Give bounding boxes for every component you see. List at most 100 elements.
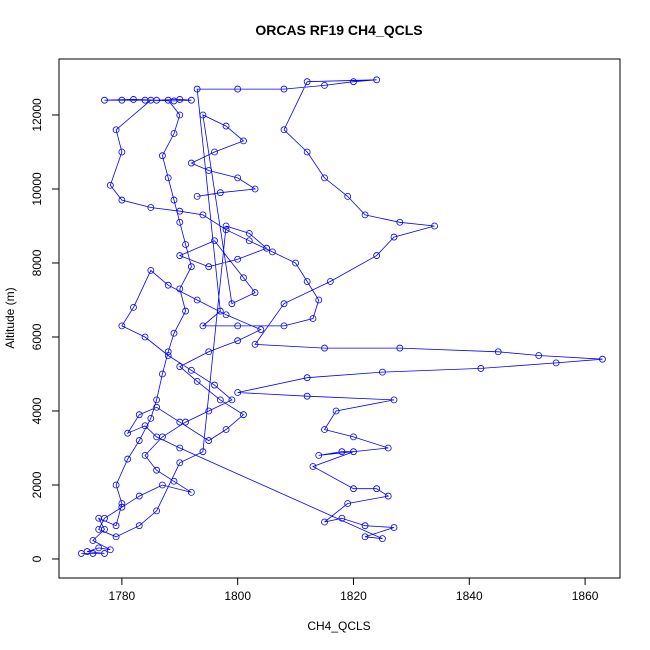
data-point — [83, 548, 91, 555]
data-point — [431, 222, 438, 230]
data-point — [350, 433, 357, 441]
data-point — [199, 448, 207, 456]
data-point — [390, 233, 398, 241]
data-point — [396, 344, 404, 352]
data-point — [240, 274, 247, 282]
data-point — [112, 522, 120, 530]
data-point — [350, 485, 357, 493]
y-tick-label: 0 — [30, 555, 44, 562]
data-point — [234, 85, 242, 93]
data-point — [124, 429, 132, 437]
data-point — [187, 96, 195, 104]
y-tick-label: 2000 — [30, 471, 44, 498]
data-point — [338, 448, 346, 456]
data-point — [164, 348, 172, 356]
data-point — [182, 241, 189, 248]
data-point — [245, 237, 253, 245]
data-point — [176, 444, 184, 452]
data-point — [187, 263, 195, 271]
data-point — [118, 96, 126, 104]
data-point — [101, 96, 108, 104]
data-point — [303, 148, 311, 156]
data-point — [106, 546, 114, 554]
data-point — [141, 451, 149, 459]
data-point — [153, 403, 161, 411]
data-point — [182, 418, 189, 426]
y-axis-label: Altitude (m) — [3, 287, 17, 348]
data-point — [344, 192, 352, 200]
data-point — [321, 81, 328, 89]
data-point — [182, 307, 189, 315]
data-point — [361, 522, 369, 530]
data-point — [170, 329, 178, 337]
data-point — [269, 248, 276, 256]
data-point — [234, 337, 242, 345]
data-point — [373, 76, 381, 84]
data-point — [309, 315, 317, 322]
data-point — [379, 535, 386, 543]
data-point — [118, 322, 126, 330]
data-point — [170, 97, 178, 105]
data-point — [373, 252, 381, 259]
data-point — [280, 300, 288, 308]
data-point — [187, 366, 195, 374]
data-point — [199, 111, 207, 119]
data-point — [234, 174, 242, 182]
data-point — [384, 444, 392, 452]
data-point — [101, 514, 108, 522]
data-point — [338, 514, 346, 522]
data-point — [292, 259, 299, 267]
data-point — [257, 326, 265, 333]
data-point — [222, 222, 230, 230]
data-point — [141, 422, 149, 430]
data-point — [118, 500, 126, 507]
data-point — [147, 266, 155, 274]
data-point — [211, 237, 218, 245]
data-point — [193, 85, 201, 93]
data-point — [176, 252, 184, 259]
data-point — [396, 218, 404, 226]
data-point — [193, 377, 201, 385]
x-axis-label: CH4_QCLS — [307, 619, 370, 633]
data-point — [280, 85, 288, 93]
data-point — [205, 167, 213, 174]
data-point — [205, 348, 213, 356]
data-point — [222, 426, 230, 433]
data-point — [135, 522, 143, 530]
data-point — [552, 359, 560, 367]
data-point — [315, 451, 323, 459]
y-tick-label: 8000 — [30, 249, 44, 276]
data-point — [205, 407, 213, 415]
data-point — [280, 322, 288, 330]
data-point — [153, 396, 161, 404]
data-point — [187, 488, 195, 496]
x-tick-label: 1780 — [109, 589, 136, 603]
plot-frame — [58, 58, 621, 579]
data-point — [361, 533, 369, 541]
data-point — [211, 381, 218, 389]
data-point — [332, 407, 340, 415]
data-point — [176, 207, 184, 215]
data-point — [118, 503, 126, 511]
data-point — [112, 533, 120, 541]
data-point — [211, 148, 218, 156]
data-point — [228, 396, 236, 404]
data-point — [106, 181, 114, 189]
data-point — [390, 396, 398, 404]
data-point — [164, 174, 172, 182]
data-point — [159, 481, 166, 489]
data-point — [373, 485, 381, 493]
data-point — [95, 544, 103, 552]
data-point — [263, 244, 271, 252]
data-point — [159, 152, 166, 160]
data-point — [321, 174, 328, 182]
data-point — [164, 281, 172, 289]
data-point — [321, 426, 328, 433]
data-point — [303, 374, 311, 382]
chart-title: ORCAS RF19 CH4_QCLS — [255, 22, 422, 38]
x-tick-label: 1800 — [224, 589, 251, 603]
data-point — [379, 368, 386, 376]
data-point — [326, 278, 334, 285]
y-tick-label: 10000 — [30, 172, 44, 206]
data-point — [216, 189, 224, 197]
